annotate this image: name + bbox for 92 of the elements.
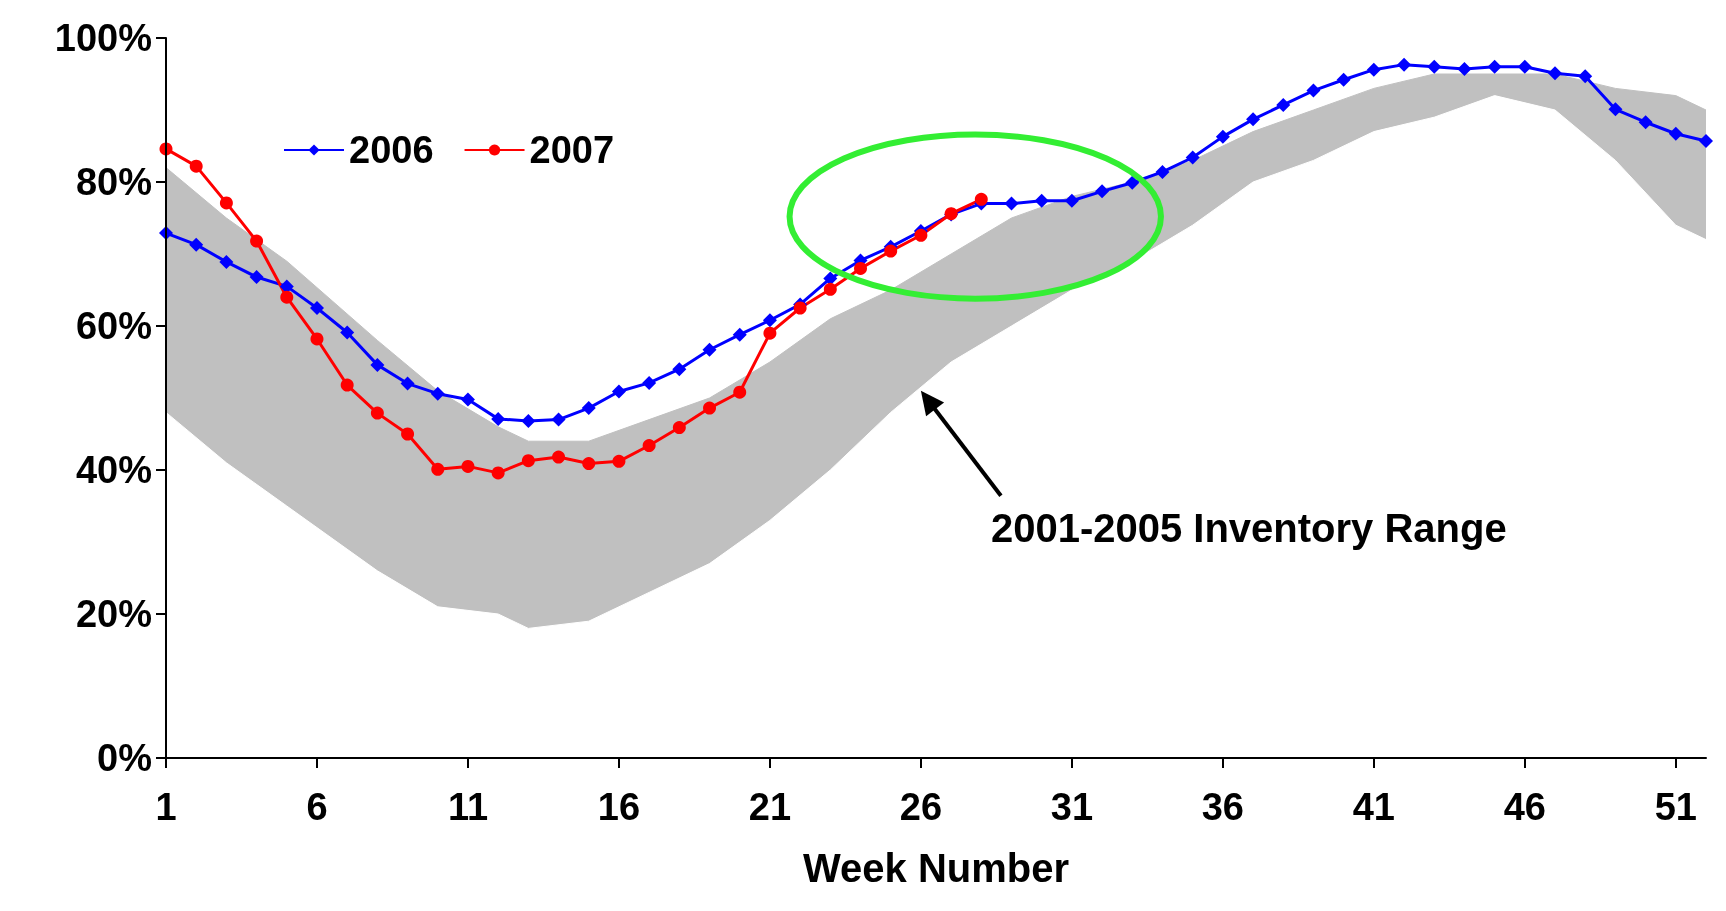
point: [279, 279, 294, 294]
point: [1578, 69, 1593, 84]
point: [1699, 133, 1713, 148]
point: [1457, 61, 1472, 76]
x-tick-label: 16: [597, 786, 641, 828]
point: [823, 282, 837, 296]
y-tick-label: 60%: [75, 305, 152, 347]
point: [521, 454, 535, 468]
point: [854, 261, 868, 275]
point: [1095, 184, 1110, 199]
point: [189, 237, 204, 252]
point: [189, 159, 203, 173]
point: [400, 376, 415, 391]
x-axis-title: Week Number: [802, 846, 1070, 890]
point: [552, 450, 566, 464]
point: [1125, 175, 1140, 190]
point: [1215, 129, 1230, 144]
point: [1608, 102, 1623, 117]
point: [491, 466, 505, 480]
point: [732, 327, 747, 342]
point: [703, 401, 717, 415]
point: [974, 192, 988, 206]
x-tick-label: 26: [899, 786, 943, 828]
point: [551, 412, 566, 427]
point: [823, 271, 838, 286]
point: [1638, 115, 1653, 130]
x-tick-label: 41: [1352, 786, 1395, 828]
point: [249, 270, 264, 285]
annotation: 2001-2005 Inventory Range: [990, 505, 1507, 550]
point: [280, 290, 294, 304]
point: [370, 357, 385, 372]
point: [430, 386, 445, 401]
point: [612, 454, 626, 468]
point: [762, 313, 777, 328]
x-tick-label: 21: [748, 786, 792, 828]
point: [1276, 97, 1291, 112]
point: [219, 196, 233, 210]
point: [1517, 59, 1532, 74]
point: [763, 326, 777, 340]
point: [642, 375, 657, 390]
point: [1004, 196, 1019, 211]
point: [250, 234, 264, 248]
y-tick-label: 20%: [75, 593, 152, 635]
point: [340, 325, 355, 340]
y-tick-label: 40%: [75, 449, 152, 491]
point: [1185, 150, 1200, 165]
point: [1155, 164, 1170, 179]
y-tick-label: 0%: [97, 737, 152, 779]
point: [340, 378, 354, 392]
point: [521, 414, 536, 429]
point: [1306, 83, 1321, 98]
point: [672, 362, 687, 377]
point: [1487, 59, 1502, 74]
point: [1034, 193, 1049, 208]
point: [491, 411, 506, 426]
point: [219, 254, 234, 269]
point: [793, 301, 807, 315]
x-tick-label: 1: [155, 786, 177, 828]
point: [310, 332, 324, 346]
x-tick-label: 31: [1050, 786, 1094, 828]
point: [1064, 193, 1079, 208]
point: [672, 421, 686, 435]
y-tick-label: 80%: [75, 161, 152, 203]
point: [1336, 72, 1351, 87]
point: [1246, 112, 1261, 127]
point: [1397, 57, 1412, 72]
point: [884, 244, 898, 258]
point: [431, 462, 445, 476]
point: [460, 392, 475, 407]
point: [461, 459, 475, 473]
point: [611, 384, 626, 399]
point: [914, 228, 928, 242]
legend-label: 2007: [529, 129, 615, 171]
point: [309, 301, 324, 315]
point: [1668, 126, 1683, 141]
point: [370, 406, 384, 420]
legend-label: 2006: [349, 129, 434, 171]
x-tick-label: 36: [1201, 786, 1244, 828]
x-tick-label: 11: [447, 786, 489, 828]
point: [733, 385, 747, 399]
y-tick-label: 100%: [54, 17, 152, 59]
x-tick-label: 6: [306, 786, 328, 828]
point: [582, 457, 596, 471]
point: [642, 439, 656, 453]
point: [1548, 66, 1563, 81]
point: [1427, 59, 1442, 74]
point: [581, 401, 596, 416]
point: [702, 342, 717, 357]
x-tick-label: 51: [1654, 786, 1697, 828]
point: [401, 427, 415, 441]
point: [1366, 62, 1381, 77]
x-tick-label: 46: [1503, 786, 1546, 828]
